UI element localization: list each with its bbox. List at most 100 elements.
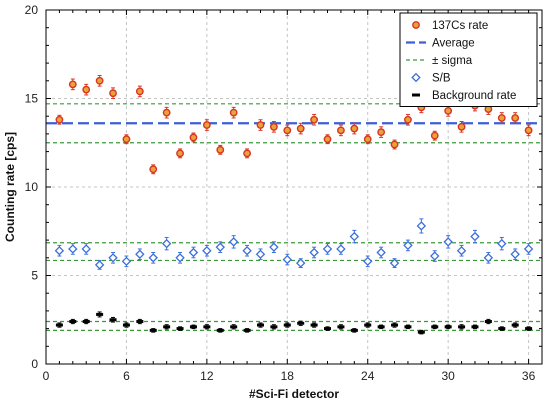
data-point: [228, 237, 239, 247]
legend-swatch-dash: [412, 93, 420, 97]
data-point: [175, 253, 185, 263]
data-point: [324, 327, 332, 331]
data-point: [163, 325, 171, 329]
data-point: [390, 140, 399, 149]
data-point: [136, 320, 144, 324]
x-axis-title: #Sci-Fi detector: [249, 387, 339, 401]
data-point: [430, 131, 439, 140]
data-point: [256, 121, 265, 129]
data-point: [483, 253, 494, 263]
data-point: [149, 165, 158, 174]
data-point: [457, 122, 466, 131]
data-point: [96, 312, 104, 316]
data-point: [162, 108, 171, 117]
data-point: [122, 135, 131, 144]
data-point: [456, 246, 467, 256]
data-point: [376, 247, 386, 258]
data-point: [310, 115, 319, 124]
data-point: [471, 325, 479, 329]
legend-swatch-circle: [412, 21, 420, 29]
legend-item: 137Cs rate: [412, 20, 488, 32]
data-point: [363, 256, 373, 267]
x-tick-label: 6: [123, 369, 130, 383]
data-point: [82, 320, 90, 324]
legend-label: S/B: [432, 73, 451, 85]
data-point: [55, 323, 63, 327]
data-point: [202, 121, 211, 129]
data-point: [94, 260, 105, 270]
data-point: [135, 249, 145, 259]
data-point: [510, 249, 520, 259]
data-point: [256, 323, 264, 327]
data-point: [417, 330, 425, 334]
data-point: [255, 249, 266, 259]
data-point: [431, 325, 439, 329]
data-point: [337, 126, 345, 135]
legend-item: Average: [406, 38, 475, 50]
data-point: [349, 231, 360, 242]
legend-label: ± sigma: [432, 55, 473, 67]
data-point: [243, 328, 251, 332]
data-point: [363, 135, 372, 144]
data-point: [322, 244, 333, 254]
series-background-rate: [55, 311, 533, 335]
x-tick-label: 24: [361, 369, 375, 383]
data-point: [337, 325, 345, 329]
data-point: [108, 253, 118, 263]
data-point: [389, 258, 400, 268]
y-tick-label: 0: [31, 357, 38, 371]
y-axis-title: Counting rate [cps]: [3, 132, 17, 242]
data-point: [81, 244, 91, 254]
data-point: [350, 328, 358, 332]
data-point: [403, 240, 413, 251]
data-point: [176, 327, 184, 331]
data-point: [149, 328, 157, 332]
legend-item: S/B: [411, 72, 451, 85]
axis-ticks: 0 6 12 18 24 30 36 0 5 10 15 20: [25, 3, 542, 383]
data-point: [309, 247, 319, 258]
data-point: [511, 114, 520, 122]
data-point: [188, 247, 199, 258]
data-point: [216, 145, 225, 154]
data-point: [497, 114, 506, 122]
data-point: [444, 325, 452, 329]
data-point: [269, 242, 279, 252]
data-point: [283, 126, 292, 135]
data-point: [283, 323, 291, 327]
data-point: [391, 323, 399, 327]
data-point: [470, 231, 480, 242]
data-point: [323, 135, 332, 144]
data-series: [54, 74, 534, 335]
data-point: [295, 258, 306, 268]
data-point: [364, 323, 372, 327]
data-point: [215, 242, 225, 252]
legend-swatch-diamond: [411, 72, 421, 83]
grid: [46, 10, 542, 364]
data-point: [525, 327, 533, 331]
legend: 137Cs rate Average ± sigma S/B Background ra…: [399, 12, 538, 107]
data-point: [82, 85, 91, 94]
x-tick-label: 12: [200, 369, 214, 383]
data-point: [202, 246, 212, 256]
data-point: [377, 128, 386, 137]
data-point: [148, 253, 158, 263]
data-point: [270, 325, 278, 329]
data-point: [121, 256, 132, 267]
data-point: [458, 325, 466, 329]
data-point: [54, 246, 65, 256]
x-tick-label: 0: [43, 369, 50, 383]
data-point: [176, 149, 184, 158]
data-point: [296, 124, 305, 133]
data-point: [242, 246, 252, 256]
data-point: [135, 87, 144, 96]
data-point: [216, 328, 224, 332]
data-point: [161, 238, 172, 249]
data-point: [230, 325, 238, 329]
data-point: [497, 238, 507, 249]
data-point: [109, 89, 117, 98]
x-tick-label: 18: [281, 369, 295, 383]
data-point: [523, 244, 534, 254]
data-point: [310, 323, 318, 327]
x-tick-label: 30: [441, 369, 455, 383]
legend-label: Background rate: [432, 90, 516, 102]
